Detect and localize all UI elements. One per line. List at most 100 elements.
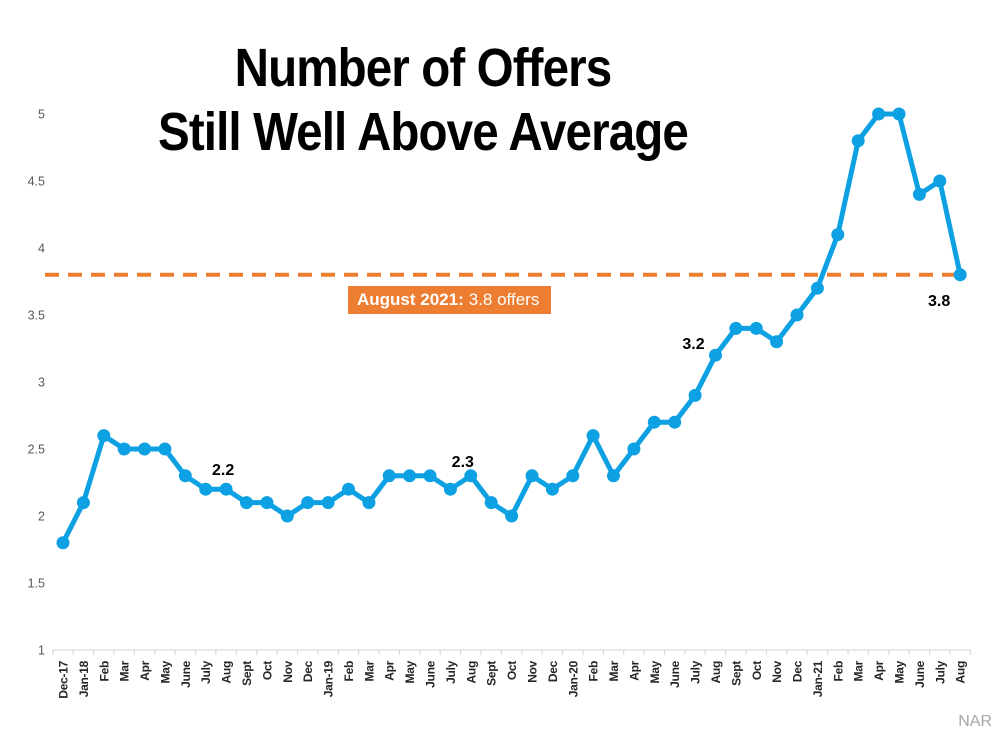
x-axis-category-label: Feb (831, 661, 845, 681)
chart-title: Number of Offers Still Well Above Averag… (60, 36, 786, 164)
y-axis-tick-label: 3 (38, 376, 45, 390)
callout-label: August 2021: (357, 290, 464, 309)
data-point (688, 388, 702, 402)
data-point (260, 496, 274, 510)
x-axis-category-label: Oct (260, 661, 274, 680)
x-axis-category-label: Mar (362, 660, 376, 681)
x-axis-category-label: Mar (607, 660, 621, 681)
x-axis-category-label: Apr (383, 660, 397, 680)
x-axis-category-label: July (689, 660, 703, 683)
data-point (525, 469, 539, 483)
x-axis-category-label: May (158, 660, 172, 683)
data-point (831, 228, 845, 242)
x-axis-category-label: June (179, 660, 193, 687)
x-axis-category-label: Nov (770, 660, 784, 682)
data-point (362, 496, 376, 510)
data-point (240, 496, 253, 510)
data-point (158, 442, 172, 456)
data-point (484, 496, 498, 510)
x-axis-category-label: Aug (709, 661, 723, 683)
data-point (953, 268, 967, 282)
callout-august-2021: August 2021: 3.8 offers (348, 286, 551, 314)
x-axis-category-label: Feb (587, 661, 601, 681)
data-point (342, 482, 355, 496)
x-axis-category-label: Aug (464, 661, 478, 683)
x-axis-category-label: May (403, 660, 417, 683)
x-axis-category-label: Apr (627, 660, 641, 680)
x-axis-category-label: Apr (872, 660, 886, 680)
data-point (443, 482, 457, 496)
callout-value: 3.8 offers (468, 290, 540, 309)
data-point (138, 442, 152, 456)
data-point (770, 335, 784, 349)
x-axis-category-label: Nov (281, 660, 295, 682)
x-axis-category-label: Feb (342, 661, 356, 681)
data-point (464, 469, 478, 483)
data-point (627, 442, 641, 456)
y-axis-tick-label: 4 (38, 242, 45, 256)
data-point-label: 2.2 (212, 462, 234, 479)
x-axis-category-label: May (892, 660, 906, 683)
y-axis-tick-label: 3.5 (28, 309, 45, 323)
x-axis-category-label: July (444, 660, 458, 683)
data-point (117, 442, 131, 456)
data-point-label: 3.8 (928, 293, 950, 310)
x-axis-category-label: Aug (220, 661, 234, 683)
x-axis-category-label: Aug (954, 661, 968, 683)
data-point (403, 469, 417, 483)
x-axis-category-label: June (424, 660, 438, 687)
x-axis-category-label: Oct (505, 661, 519, 680)
x-axis-category-label: June (668, 660, 682, 687)
data-point (851, 134, 865, 148)
data-point (280, 509, 294, 523)
data-point (729, 321, 743, 335)
x-axis-category-label: Sept (729, 661, 743, 686)
x-axis-category-label: Jan-21 (811, 660, 825, 697)
y-axis-tick-label: 5 (38, 108, 45, 122)
x-axis-category-label: Dec-17 (57, 660, 71, 698)
data-point (301, 496, 315, 510)
data-point (810, 281, 824, 295)
data-point (199, 482, 213, 496)
x-axis-category-label: July (199, 660, 213, 683)
data-point (321, 496, 335, 510)
data-point-label: 3.2 (682, 336, 704, 353)
source-attribution: NAR (958, 713, 992, 730)
data-point (647, 415, 661, 429)
data-point (76, 496, 90, 510)
x-axis-category-label: Apr (138, 660, 152, 680)
x-axis-category-label: Jan-20 (566, 660, 580, 697)
data-point (668, 415, 682, 429)
x-axis-category-label: Dec (791, 660, 805, 682)
data-point (423, 469, 437, 483)
data-point (382, 469, 396, 483)
data-point (586, 429, 600, 443)
data-point (545, 482, 559, 496)
y-axis-tick-label: 2.5 (28, 443, 45, 457)
x-axis-category-label: Mar (852, 660, 866, 681)
x-axis-category-label: Mar (118, 660, 132, 681)
x-axis-category-label: Jan-19 (322, 660, 336, 697)
data-point (709, 348, 722, 362)
y-axis-tick-label: 1 (38, 644, 45, 658)
data-point-label: 2.3 (452, 454, 474, 471)
data-point (892, 107, 906, 121)
y-axis-tick-label: 2 (38, 510, 45, 524)
data-point (912, 187, 926, 201)
data-point (219, 482, 233, 496)
data-point (749, 321, 763, 335)
data-point (178, 469, 192, 483)
data-point (97, 429, 111, 443)
x-axis-category-label: Jan-18 (77, 660, 91, 697)
x-axis-category-label: May (648, 660, 662, 683)
data-point (790, 308, 804, 322)
x-axis-category-label: Feb (97, 661, 111, 681)
data-point (56, 536, 70, 550)
chart-title-line1: Number of Offers (234, 38, 613, 98)
x-axis-category-label: Sept (485, 661, 499, 686)
data-point (505, 509, 519, 523)
data-point (933, 174, 947, 188)
line-series (60, 111, 963, 546)
x-axis-category-label: July (933, 660, 947, 683)
